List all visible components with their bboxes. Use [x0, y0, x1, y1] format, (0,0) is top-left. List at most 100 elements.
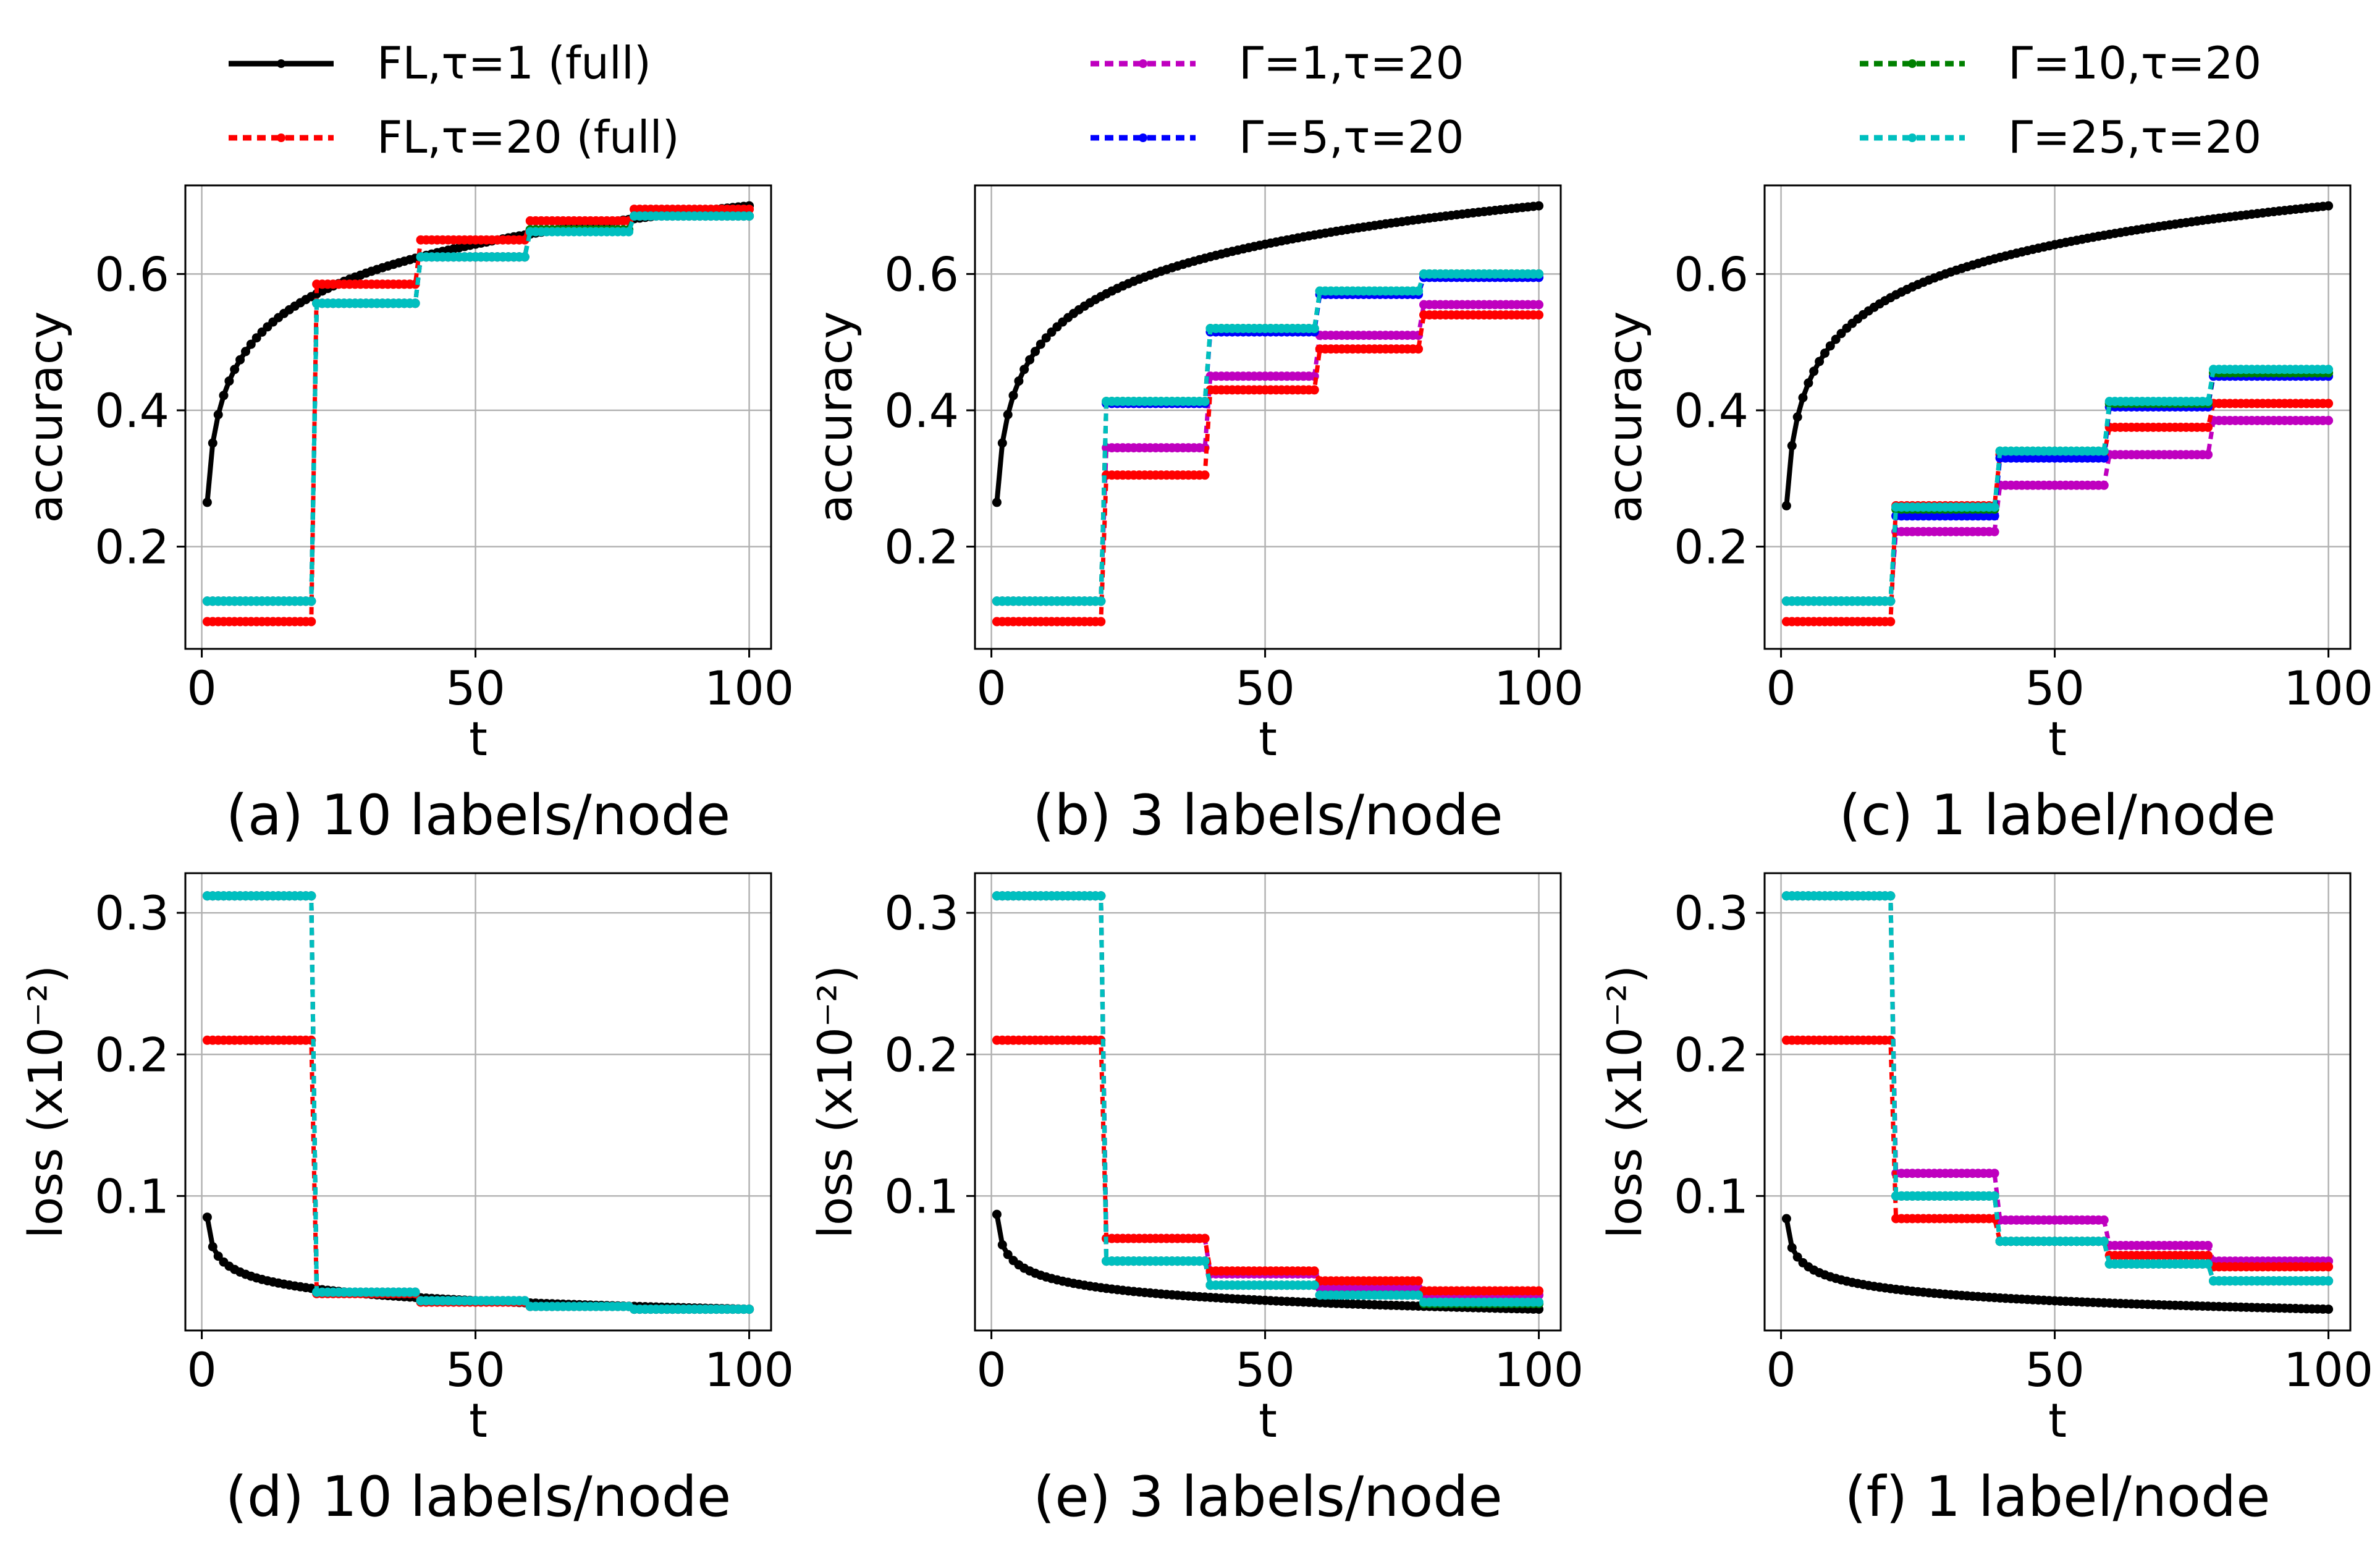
chart-panel: 0 50 100 0.2 0.4 0.6 t accuracy (a) 10 labels/no… [18, 184, 794, 848]
data-point [1990, 502, 1999, 512]
data-point [2099, 453, 2109, 463]
legend-marker [277, 59, 285, 68]
series-line [205, 1216, 749, 1312]
legend-label: FL,τ=1 (full) [377, 37, 651, 89]
x-tick-label: 0 [1766, 661, 1796, 716]
series-group [1781, 891, 2334, 1314]
legend-marker [1908, 59, 1917, 68]
data-point [1096, 891, 1106, 901]
series-line [207, 894, 749, 1312]
axes-frame [184, 872, 772, 1332]
y-tick-label: 0.2 [95, 1027, 169, 1082]
data-point [235, 355, 245, 365]
series-line [997, 271, 1539, 604]
chart-panel: 0 50 100 0.1 0.2 0.3 t loss (x10⁻²) (d) 10 label… [18, 872, 794, 1529]
series-line [1786, 401, 2329, 624]
x-tick-label: 100 [704, 661, 794, 716]
x-tick-label: 100 [1494, 1342, 1584, 1397]
x-axis-label: t [1259, 1393, 1277, 1448]
data-point [2324, 365, 2334, 374]
data-point [2203, 397, 2213, 407]
legend-entry: Γ=1,τ=20 [1091, 37, 1464, 89]
y-axis-label: accuracy [18, 311, 73, 523]
x-axis-label: t [469, 1393, 487, 1448]
data-point [997, 438, 1007, 448]
series-line [207, 894, 749, 1312]
x-tick-label: 0 [976, 1342, 1006, 1397]
data-point [1886, 596, 1896, 606]
chart-panel: 0 50 100 0.1 0.2 0.3 t loss (x10⁻²) (f) 1 label/… [1597, 872, 2373, 1529]
x-tick-label: 50 [445, 661, 505, 716]
legend-entry: Γ=5,τ=20 [1091, 111, 1464, 163]
y-tick-label: 0.6 [95, 247, 169, 302]
y-tick-label: 0.1 [1674, 1169, 1749, 1224]
data-point [1309, 1280, 1319, 1290]
data-point [1036, 339, 1045, 349]
series-g5 [992, 891, 1544, 1308]
y-tick-label: 0.2 [1674, 520, 1749, 575]
legend-label: Γ=10,τ=20 [2008, 37, 2261, 89]
data-point [2324, 416, 2334, 425]
data-point [251, 333, 261, 343]
x-tick-label: 50 [1235, 1342, 1295, 1397]
data-point [1014, 376, 1024, 386]
series-g1 [1781, 891, 2334, 1266]
data-point [745, 205, 754, 214]
legend-marker [277, 133, 285, 142]
series-group [202, 891, 754, 1314]
data-point [2099, 446, 2109, 456]
axes-frame [974, 872, 1562, 1332]
data-point [1096, 617, 1106, 627]
series-line [997, 894, 1539, 1298]
series-fl20 [1781, 399, 2334, 627]
data-point [1792, 1252, 1802, 1262]
data-point [208, 1242, 217, 1251]
data-point [1990, 527, 1999, 536]
data-point [1781, 1214, 1791, 1224]
data-point [410, 1287, 420, 1297]
series-g25 [1781, 365, 2334, 606]
series-fl20 [202, 1035, 754, 1314]
data-point [745, 211, 754, 221]
legend-label: Γ=1,τ=20 [1239, 37, 1464, 89]
series-g5 [202, 891, 754, 1314]
series-fl20 [992, 1035, 1544, 1296]
x-axis-label: t [2048, 711, 2067, 766]
series-g5 [1781, 891, 2334, 1286]
y-axis-label: loss (x10⁻²) [1597, 965, 1652, 1239]
data-point [1809, 366, 1819, 376]
legend-marker [1139, 133, 1147, 142]
series-group [992, 891, 1544, 1314]
series-fl1 [1781, 201, 2334, 510]
x-tick-label: 100 [1494, 661, 1584, 716]
data-point [1787, 1243, 1797, 1253]
data-point [2324, 1262, 2334, 1272]
series-g10 [992, 891, 1544, 1308]
y-tick-label: 0.2 [1674, 1027, 1749, 1082]
series-line [207, 207, 749, 624]
data-point [1886, 891, 1896, 901]
series-fl1 [992, 201, 1544, 507]
data-point [1534, 310, 1544, 320]
chart-panel: 0 50 100 0.2 0.4 0.6 t accuracy (b) 3 labels/nod… [808, 184, 1584, 848]
y-tick-label: 0.2 [95, 520, 169, 575]
panel-caption: (f) 1 label/node [1845, 1465, 2271, 1529]
data-point [1414, 286, 1424, 296]
data-point [1200, 397, 1210, 407]
axes-frame [184, 184, 772, 650]
data-point [2324, 1305, 2334, 1314]
panel-caption: (a) 10 labels/node [226, 783, 731, 848]
data-point [2203, 1251, 2213, 1261]
series-g1 [992, 300, 1544, 606]
data-point [1534, 1297, 1544, 1307]
data-point [1534, 201, 1544, 211]
legend-entry: FL,τ=20 (full) [229, 111, 680, 163]
y-axis-label: loss (x10⁻²) [18, 965, 73, 1239]
data-point [2099, 480, 2109, 490]
series-g25 [1781, 891, 2334, 1286]
series-line [997, 302, 1539, 604]
series-g1 [992, 891, 1544, 1300]
chart-panel: 0 50 100 0.1 0.2 0.3 t loss (x10⁻²) (e) 3 labels… [808, 872, 1584, 1529]
y-tick-label: 0.4 [95, 383, 169, 438]
